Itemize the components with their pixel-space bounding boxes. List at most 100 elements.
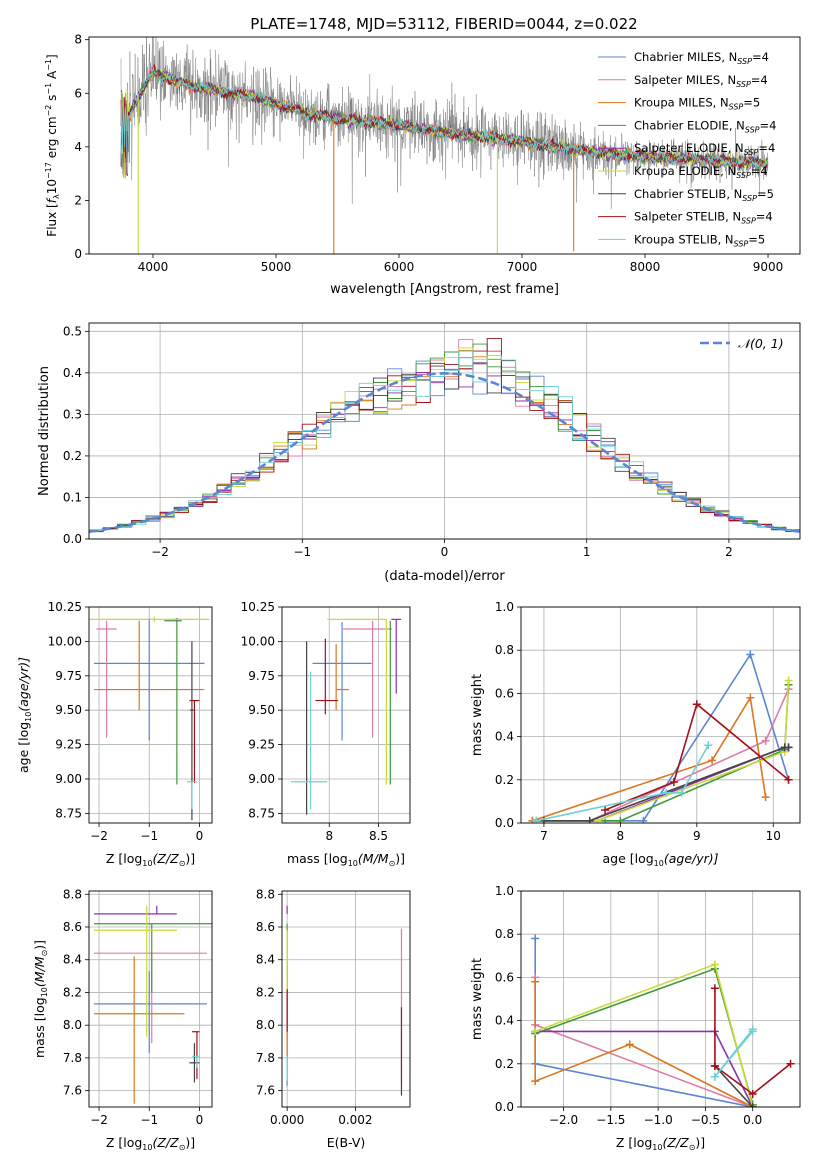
y-tick-label: 9.50 <box>248 703 275 717</box>
legend-label-part: =4 <box>751 164 768 178</box>
y-tick-label: 0.4 <box>495 1014 514 1028</box>
figure-title: PLATE=1748, MJD=53112, FIBERID=0044, z=0… <box>250 15 637 33</box>
legend-label: Chabrier ELODIE, NSSP=4 <box>634 118 776 134</box>
chart-panels: 4000 5000 6000 7000 8000 900002468wavelength … <box>16 33 801 1152</box>
series-marker <box>639 816 648 823</box>
x-axis-label-part: )] <box>185 1135 195 1150</box>
legend-label-part: SSP <box>737 57 752 66</box>
y-axis-label-part: λ <box>52 194 61 199</box>
series-marker <box>748 1090 757 1099</box>
series-marker <box>748 1103 757 1107</box>
legend-label-part: Salpeter STELIB, N <box>634 210 741 224</box>
legend-label-part: =5 <box>757 187 774 201</box>
errorbar-kroupa-miles <box>94 956 185 1104</box>
legend-label: 𝒩(0, 1) <box>738 336 784 351</box>
series-marker <box>585 816 594 823</box>
legend-label: Salpeter ELODIE, NSSP=4 <box>634 141 775 157</box>
x-axis-label-part: 10 <box>142 859 152 868</box>
x-tick-label: 0 <box>196 1113 204 1127</box>
x-axis-label-part: (M/M <box>358 851 389 866</box>
x-axis-label-part: 10 <box>652 1143 662 1152</box>
x-tick-label: −1 <box>140 829 158 843</box>
x-tick-label: 0.000 <box>270 1113 304 1127</box>
series-marker <box>748 1027 757 1036</box>
x-axis-label-part: (Z/Z <box>152 851 179 866</box>
legend-label: Salpeter STELIB, NSSP=4 <box>634 210 773 226</box>
legend-label-part: =5 <box>748 232 765 246</box>
legend: 𝒩(0, 1) <box>700 336 784 351</box>
y-axis-label-part: −1 <box>44 59 53 71</box>
y-axis-label-part: (M/M <box>32 956 47 987</box>
series-marker <box>669 777 678 786</box>
series-marker <box>746 650 755 659</box>
x-tick-label: 8000 <box>630 260 661 274</box>
x-tick-label: 7000 <box>507 260 538 274</box>
x-axis-label-part: (Z/Z <box>152 1135 179 1150</box>
y-tick-label: 10.00 <box>241 634 275 648</box>
y-axis-label-part: −1 <box>44 83 53 95</box>
y-axis-label-part: ⊙ <box>40 950 49 957</box>
y-tick-label: 4 <box>74 140 82 154</box>
axes-frame <box>520 606 801 824</box>
y-tick-label: 0.0 <box>63 532 82 546</box>
y-tick-label: 9.00 <box>55 772 82 786</box>
x-tick-label: 7 <box>540 829 548 843</box>
errorbar-kroupa-stelib <box>191 1055 200 1068</box>
y-tick-label: 0.2 <box>495 773 514 787</box>
axes-frame <box>88 890 213 1108</box>
x-axis-label: Z [log10(Z/Z⊙)] <box>106 1135 195 1152</box>
x-axis-label-part: (Z/Z <box>662 1135 689 1150</box>
y-axis-label-part: 10 <box>24 712 33 722</box>
errorbar-kroupa-stelib <box>290 671 328 810</box>
series-marker <box>784 775 793 784</box>
x-tick-label: −1 <box>293 545 311 559</box>
series-marker <box>710 1072 719 1081</box>
series-marker <box>746 693 755 702</box>
y-tick-label: 1.0 <box>495 600 514 614</box>
series-line <box>714 988 791 1096</box>
errorbar-chabrier-miles <box>94 971 207 1053</box>
series-marker <box>784 676 793 685</box>
y-tick-label: 8 <box>74 33 82 47</box>
y-tick-label: 8.2 <box>256 985 275 999</box>
series-marker <box>531 934 540 943</box>
y-tick-label: 2 <box>74 193 82 207</box>
legend-label-part: Salpeter MILES, N <box>634 73 736 87</box>
y-tick-label: 7.8 <box>63 1051 82 1065</box>
y-tick-label: 8.8 <box>256 887 275 901</box>
y-tick-label: 8.2 <box>63 985 82 999</box>
plot-area-age_vs_Z <box>89 616 210 821</box>
y-axis-label-part: erg cm <box>45 116 59 162</box>
x-axis-label-part: (age/yr)] <box>664 851 719 866</box>
series-marker <box>761 793 770 802</box>
series-marker <box>531 1077 540 1086</box>
errorbar-salpeter-stelib <box>189 699 200 784</box>
series-marker <box>625 1040 634 1049</box>
y-tick-label: 8.8 <box>63 887 82 901</box>
y-tick-label: 0.0 <box>495 1100 514 1114</box>
series-salpeter-stelib <box>710 984 795 1099</box>
errorbar-salpeter-stelib <box>315 638 339 715</box>
y-axis-label: mass weight <box>470 958 485 1040</box>
y-tick-label: 0 <box>74 247 82 261</box>
y-axis-label-part: s <box>45 95 59 105</box>
y-tick-label: 9.50 <box>55 703 82 717</box>
y-tick-label: 8.75 <box>55 806 82 820</box>
x-tick-label: 9 <box>693 829 701 843</box>
y-tick-label: 0.8 <box>495 643 514 657</box>
y-tick-label: 9.00 <box>248 772 275 786</box>
series-marker <box>539 816 548 823</box>
errorbar-chabrier-miles <box>312 622 372 741</box>
series-kroupa-stelib <box>532 741 713 823</box>
series-marker <box>601 806 610 815</box>
errorbar-kroupa-miles <box>335 644 349 711</box>
x-axis-label: age [log10(age/yr)] <box>602 851 718 868</box>
errorbar-salpeter-stelib <box>191 1031 200 1080</box>
plot-area-mass_weight_vs_Z <box>531 934 795 1107</box>
y-axis-label-part: −2 <box>44 105 53 117</box>
legend-label-part: =4 <box>756 210 773 224</box>
series-line <box>536 744 709 822</box>
x-axis-label: wavelength [Angstrom, rest frame] <box>330 282 559 297</box>
series-marker <box>710 984 719 993</box>
